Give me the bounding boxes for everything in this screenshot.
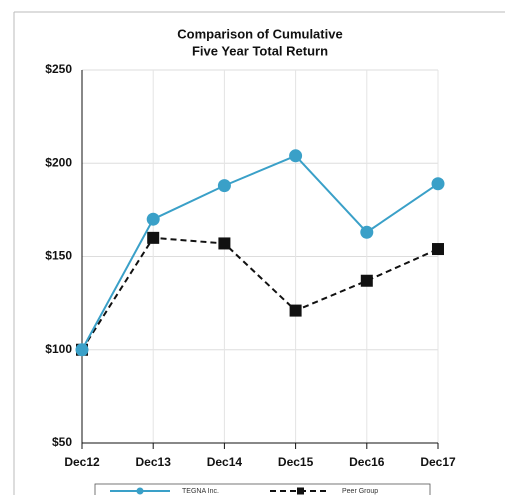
legend-label: Peer Group (342, 488, 378, 495)
legend-label: TEGNA Inc. (182, 488, 219, 495)
point-marker (75, 343, 89, 357)
x-tick-label: Dec17 (420, 455, 456, 469)
point-marker (217, 179, 231, 193)
legend-marker (136, 487, 144, 495)
point-marker (432, 243, 444, 256)
point-marker (360, 225, 374, 239)
chart-title: Five Year Total Return (192, 43, 328, 58)
legend-box (94, 483, 431, 495)
point-marker (289, 149, 303, 163)
point-marker (360, 274, 373, 287)
y-tick-label: $150 (45, 249, 72, 263)
legend-marker (297, 487, 304, 495)
point-marker (289, 304, 302, 317)
x-tick-label: Dec13 (136, 455, 172, 469)
point-marker (218, 237, 231, 250)
y-tick-label: $100 (45, 342, 72, 356)
y-tick-label: $250 (45, 62, 72, 76)
y-tick-label: $50 (52, 435, 72, 449)
x-tick-label: Dec12 (64, 455, 100, 469)
point-marker (147, 231, 160, 244)
chart-title: Comparison of Cumulative (177, 26, 342, 41)
series-line (81, 154, 439, 351)
point-marker (146, 212, 160, 226)
series-line (81, 236, 439, 351)
x-tick-label: Dec16 (349, 455, 385, 469)
x-tick-label: Dec15 (278, 455, 314, 469)
point-marker (431, 177, 445, 191)
x-tick-label: Dec14 (207, 455, 243, 469)
y-tick-label: $200 (45, 155, 72, 169)
